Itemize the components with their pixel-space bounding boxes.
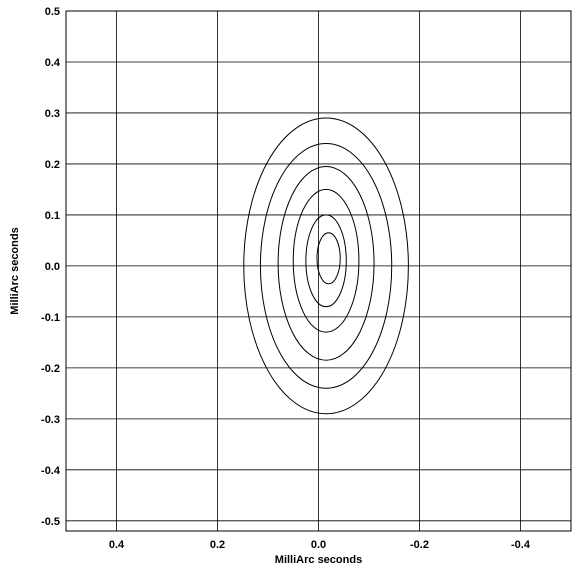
contour-level (243, 117, 409, 415)
y-tick-label: 0.1 (45, 210, 60, 222)
y-tick-label: 0.4 (45, 57, 61, 69)
x-tick-label: -0.2 (410, 539, 429, 551)
y-tick-label: 0.2 (45, 159, 60, 171)
contour-level (277, 165, 375, 361)
contour-lines (243, 117, 409, 415)
y-tick-label: 0.0 (45, 261, 60, 273)
contour-level (292, 188, 360, 333)
x-axis-label: MilliArc seconds (275, 554, 362, 566)
x-tick-label: -0.4 (511, 539, 531, 551)
y-tick-label: -0.3 (41, 414, 60, 426)
y-tick-label: -0.4 (41, 465, 61, 477)
y-tick-label: 0.3 (45, 108, 60, 120)
x-tick-label: 0.4 (109, 539, 125, 551)
y-tick-label: -0.1 (41, 312, 60, 324)
x-tick-label: 0.2 (210, 539, 225, 551)
contour-level (316, 232, 341, 285)
y-tick-label: -0.2 (41, 363, 60, 375)
contour-level (259, 143, 393, 389)
y-tick-label: 0.5 (45, 6, 60, 18)
y-axis-label: MilliArc seconds (9, 227, 21, 314)
y-tick-label: -0.5 (41, 516, 60, 528)
x-axis-ticks: 0.4 0.2 0.0 -0.2 -0.4 (109, 539, 531, 551)
x-tick-label: 0.0 (311, 539, 326, 551)
y-axis-ticks: 0.5 0.4 0.3 0.2 0.1 0.0 -0.1 -0.2 -0.3 -0.4 -0.5 (41, 6, 61, 528)
contour-level (305, 214, 347, 308)
grid-lines (66, 10, 571, 531)
